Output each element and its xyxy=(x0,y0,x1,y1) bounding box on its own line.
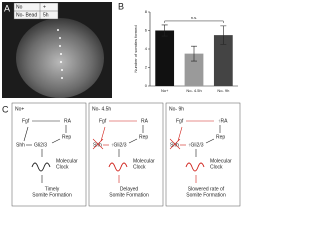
arrow xyxy=(128,138,138,144)
block-cross xyxy=(92,138,104,150)
outcome-label: Somite Formation xyxy=(186,192,226,198)
outcome-label: Timely xyxy=(45,186,60,192)
clock-label: Molecular xyxy=(56,158,78,164)
clock-label: Molecular xyxy=(133,158,155,164)
arrow xyxy=(51,138,61,144)
diagram-box xyxy=(165,102,241,207)
ra: RA xyxy=(141,118,149,124)
diagram-box xyxy=(88,102,164,207)
shh: Shh xyxy=(170,142,179,148)
ra: RA xyxy=(64,118,72,124)
clock-label: Clock xyxy=(210,164,223,170)
gli: ↑Gli2/3 xyxy=(188,142,204,148)
table-label: 5h xyxy=(43,12,49,18)
bar xyxy=(155,30,175,86)
x-tick-label: No+ xyxy=(161,88,169,93)
y-tick-label: 6 xyxy=(145,28,148,33)
fgf: Fgf xyxy=(99,118,107,124)
clock-wave xyxy=(108,162,128,172)
title: No- 9h xyxy=(169,106,184,112)
fgf: Fgf xyxy=(176,118,184,124)
table-label: No- Bead xyxy=(16,12,37,18)
panel-label: A xyxy=(4,3,10,13)
y-tick-label: 4 xyxy=(145,46,148,51)
ra: ↑RA xyxy=(218,118,228,124)
error-bar xyxy=(161,24,168,37)
gli: ↑Gli2/3 xyxy=(111,142,127,148)
table-label: No xyxy=(16,4,23,10)
significance-bracket xyxy=(164,20,224,23)
y-axis-label: Number of somites formed xyxy=(133,25,138,72)
clock-label: Clock xyxy=(133,164,146,170)
outcome-label: Somite Formation xyxy=(109,192,149,198)
rep: Rep xyxy=(216,134,225,140)
outcome-label: Delayed xyxy=(120,186,139,192)
shh: Shh xyxy=(16,142,25,148)
outcome-label: Somite Formation xyxy=(32,192,72,198)
arrow xyxy=(23,126,29,142)
x-tick-label: No- 4.5h xyxy=(186,88,201,93)
error-bar xyxy=(220,25,227,45)
clock-wave xyxy=(31,162,51,172)
table-label: + xyxy=(43,4,46,10)
clock-label: Molecular xyxy=(210,158,232,164)
bar-chart: 0 2 4 6 8 Number of somites formed No+ No- 4.5h… xyxy=(133,9,238,93)
bar xyxy=(184,53,204,86)
shh: Shh xyxy=(93,142,102,148)
y-tick-label: 0 xyxy=(145,83,148,88)
rep: Rep xyxy=(139,134,148,140)
arrow xyxy=(205,138,215,144)
title: No- 4.5h xyxy=(92,106,111,112)
fgf: Fgf xyxy=(22,118,30,124)
embryo xyxy=(16,18,104,98)
clock-wave xyxy=(185,162,205,172)
arrow xyxy=(100,126,106,142)
somite-dots xyxy=(57,29,63,79)
block-cross xyxy=(169,138,181,150)
diagram: No- 4.5h Fgf RA Shh ↑Gli2/3 Rep MolecularClock… xyxy=(88,102,164,207)
panel-label: C xyxy=(2,104,9,114)
rep: Rep xyxy=(62,134,71,140)
title: No+ xyxy=(15,106,24,112)
bar xyxy=(213,35,233,86)
x-tick-label: No- 9h xyxy=(217,88,229,93)
y-tick-label: 8 xyxy=(145,9,148,14)
error-bar xyxy=(191,45,197,62)
significance-label: n.s. xyxy=(191,15,197,20)
panel-label: B xyxy=(118,1,124,11)
outcome-label: Slowered rate of xyxy=(188,186,225,192)
gli: Gli2/3 xyxy=(34,142,47,148)
y-tick-label: 2 xyxy=(145,65,148,70)
figure: No + No- Bead 5h A B C 0 2 4 6 8 Number of so… xyxy=(2,1,241,207)
arrow xyxy=(177,126,183,142)
clock-label: Clock xyxy=(56,164,69,170)
diagram-box xyxy=(11,102,87,207)
